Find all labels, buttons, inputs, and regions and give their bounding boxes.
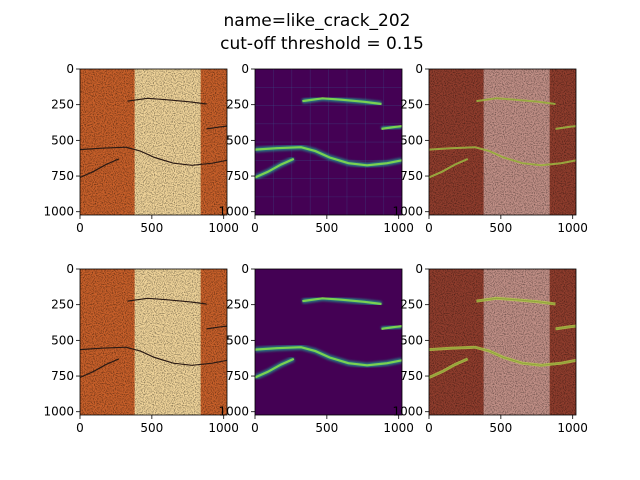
x-tick-label: 500 — [489, 421, 512, 435]
crack-line — [80, 346, 227, 366]
crack-line — [127, 297, 207, 305]
panel-frame — [428, 268, 577, 416]
y-tick-label: 500 — [226, 333, 249, 347]
crack-highlight — [429, 157, 469, 179]
panel-frame — [79, 68, 228, 216]
y-tick-label: 500 — [400, 333, 423, 347]
x-tick-label: 1000 — [557, 421, 588, 435]
panel-image — [255, 269, 402, 415]
y-tick-label: 1000 — [392, 205, 423, 219]
x-tick-label: 1000 — [383, 421, 414, 435]
y-tick-label: 1000 — [43, 405, 74, 419]
crack-line — [80, 358, 120, 379]
x-tick-label: 0 — [251, 221, 259, 235]
y-tick-label: 0 — [66, 262, 74, 276]
y-tick-label: 750 — [226, 369, 249, 383]
figure-title-line1: name=like_crack_202 — [224, 11, 411, 31]
y-tick-label: 500 — [226, 133, 249, 147]
y-tick-label: 1000 — [43, 205, 74, 219]
y-tick-label: 250 — [51, 298, 74, 312]
x-tick-label: 500 — [140, 221, 163, 235]
crack-line — [206, 125, 227, 130]
panel-image — [429, 269, 576, 415]
y-tick-label: 750 — [226, 169, 249, 183]
y-tick-label: 250 — [226, 298, 249, 312]
x-tick-label: 1000 — [208, 421, 239, 435]
y-tick-label: 250 — [226, 98, 249, 112]
crack-highlight — [429, 357, 469, 379]
panel-image — [80, 269, 227, 415]
crack-core — [302, 297, 382, 306]
figure-title-line2: cut-off threshold = 0.15 — [220, 34, 424, 54]
y-tick-label: 500 — [51, 133, 74, 147]
crack-line — [80, 146, 227, 166]
crack-highlight — [476, 97, 556, 105]
y-tick-label: 750 — [51, 169, 74, 183]
panel-image — [80, 69, 227, 215]
x-tick-label: 1000 — [208, 221, 239, 235]
x-tick-label: 0 — [425, 421, 433, 435]
y-tick-label: 1000 — [218, 205, 249, 219]
x-tick-label: 1000 — [557, 221, 588, 235]
crack-line — [80, 158, 120, 179]
x-tick-label: 500 — [315, 421, 338, 435]
crack-core — [255, 346, 402, 367]
y-tick-label: 750 — [400, 369, 423, 383]
x-tick-label: 0 — [425, 221, 433, 235]
y-tick-label: 1000 — [392, 405, 423, 419]
x-tick-label: 500 — [140, 421, 163, 435]
crack-core — [255, 357, 295, 379]
crack-core — [302, 97, 382, 106]
crack-highlight — [476, 296, 556, 306]
crack-highlight — [429, 345, 576, 367]
x-tick-label: 0 — [76, 221, 84, 235]
y-tick-label: 500 — [51, 333, 74, 347]
x-tick-label: 0 — [76, 421, 84, 435]
y-tick-label: 750 — [400, 169, 423, 183]
panel-frame — [79, 268, 228, 416]
panel-frame — [428, 68, 577, 216]
panel-image — [429, 69, 576, 215]
y-tick-label: 0 — [415, 62, 423, 76]
panel-image — [255, 69, 402, 215]
x-tick-label: 0 — [251, 421, 259, 435]
crack-line — [206, 325, 227, 330]
crack-highlight — [555, 125, 576, 130]
y-tick-label: 1000 — [218, 405, 249, 419]
y-tick-label: 250 — [51, 98, 74, 112]
y-tick-label: 250 — [400, 298, 423, 312]
y-tick-label: 250 — [400, 98, 423, 112]
y-tick-label: 750 — [51, 369, 74, 383]
crack-highlight — [555, 324, 576, 331]
y-tick-label: 0 — [415, 262, 423, 276]
crack-core — [255, 146, 402, 167]
panel-frame — [254, 268, 403, 416]
crack-core — [381, 325, 402, 330]
y-tick-label: 500 — [400, 133, 423, 147]
y-tick-label: 0 — [66, 62, 74, 76]
y-tick-label: 0 — [241, 62, 249, 76]
crack-highlight — [429, 146, 576, 167]
panel-frame — [254, 68, 403, 216]
crack-core — [381, 125, 402, 130]
x-tick-label: 500 — [315, 221, 338, 235]
x-tick-label: 1000 — [383, 221, 414, 235]
y-tick-label: 0 — [241, 262, 249, 276]
x-tick-label: 500 — [489, 221, 512, 235]
crack-core — [255, 157, 295, 179]
crack-line — [127, 97, 207, 105]
